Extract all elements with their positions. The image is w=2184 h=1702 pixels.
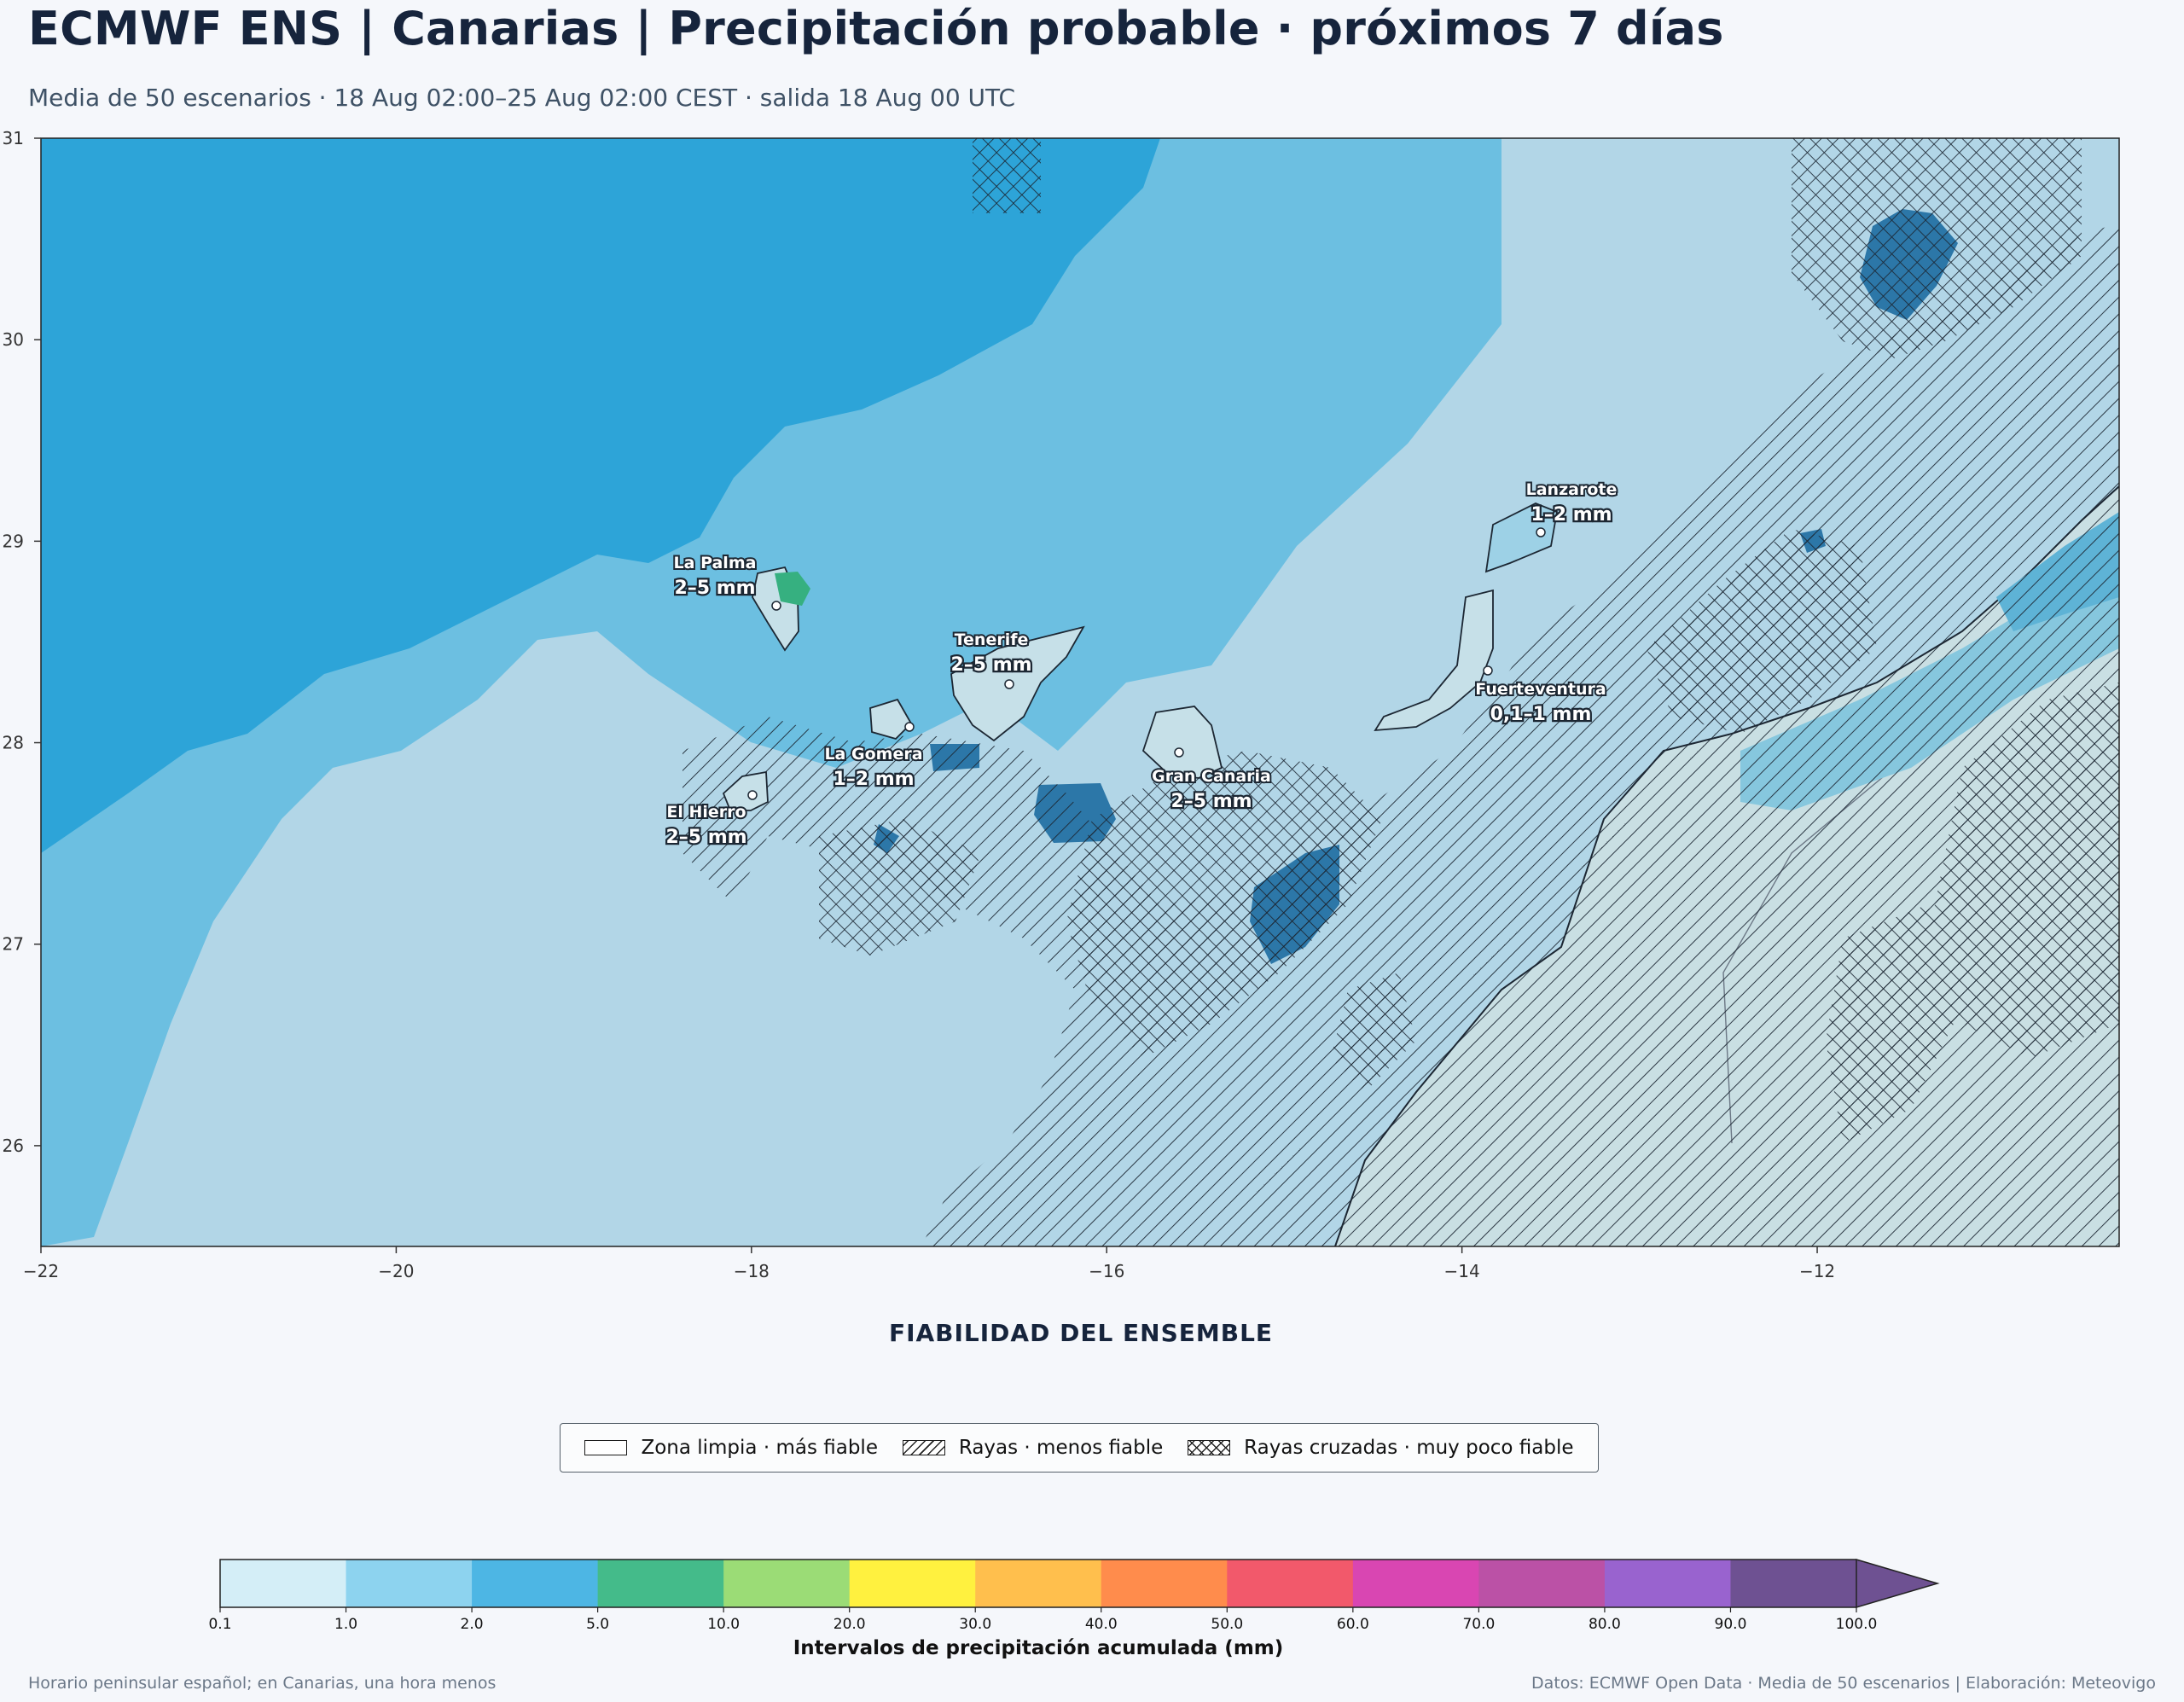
island-name-label: Tenerife: [955, 630, 1029, 649]
colorbar-segment: [1730, 1560, 1856, 1607]
colorbar-tick-label: 80.0: [1589, 1616, 1621, 1633]
colorbar-segment: [1101, 1560, 1228, 1607]
reliability-legend: Zona limpia · más fiable Rayas · menos f…: [560, 1423, 1599, 1473]
island-marker: [1174, 747, 1184, 758]
legend-label-clean: Zona limpia · más fiable: [641, 1437, 878, 1459]
map-frame: [40, 137, 2120, 1247]
lat-tick-label: 29: [3, 531, 24, 551]
island-fuerteventura: [1374, 589, 1494, 732]
colorbar-tick-label: 70.0: [1462, 1616, 1495, 1633]
hatch-swatch: [902, 1440, 945, 1455]
precipitation-map: La Palma 2–5 mm Tenerife 2–5 mm La Gomera 1–2…: [3, 128, 2120, 1281]
island-name-label: Gran Canaria: [1152, 767, 1271, 786]
lon-tick-label: −20: [378, 1261, 414, 1281]
colorbar-tick-label: 40.0: [1085, 1616, 1118, 1633]
island-labels: La Palma 2–5 mm Tenerife 2–5 mm La Gomera 1–2…: [664, 479, 1618, 850]
lat-tick-label: 28: [3, 733, 24, 753]
colorbar-segment: [1604, 1560, 1731, 1607]
island-value-label: 2–5 mm: [1170, 791, 1252, 812]
colorbar-segment: [1227, 1560, 1354, 1607]
page-title: ECMWF ENS | Canarias | Precipitación pro…: [28, 2, 1724, 55]
colorbar-tick-label: 2.0: [461, 1616, 484, 1633]
lat-tick-label: 27: [3, 934, 24, 955]
lat-tick-label: 30: [3, 329, 24, 350]
lon-tick-label: −22: [23, 1261, 59, 1281]
island-name-label: La Palma: [674, 554, 757, 572]
lon-tick-label: −18: [734, 1261, 770, 1281]
colorbar-segment: [597, 1560, 724, 1607]
colorbar-tick-label: 30.0: [959, 1616, 991, 1633]
precip-zone-high: [41, 138, 1160, 853]
island-value-label: 1–2 mm: [833, 769, 914, 790]
island-name-label: La Gomera: [824, 745, 922, 764]
colorbar-segment: [220, 1560, 347, 1607]
colorbar-label: Intervalos de precipitación acumulada (m…: [793, 1637, 1284, 1659]
legend-label-hatch: Rayas · menos fiable: [958, 1437, 1164, 1459]
colorbar-segment: [472, 1560, 599, 1607]
island-value-label: 2–5 mm: [950, 654, 1031, 676]
colorbar-tick-label: 60.0: [1337, 1616, 1369, 1633]
island-gran-canaria: [1141, 706, 1223, 779]
island-marker: [904, 722, 915, 732]
island-tenerife: [950, 625, 1085, 742]
colorbar-segment: [849, 1560, 976, 1607]
island-marker: [771, 601, 781, 611]
island-name-label: Fuerteventura: [1475, 680, 1606, 699]
island-marker: [747, 790, 758, 800]
colorbar-frame: [219, 1559, 1856, 1608]
island-lanzarote: [1484, 502, 1559, 573]
colorbar-tick-label: 90.0: [1715, 1616, 1747, 1633]
colorbar-tick-label: 5.0: [586, 1616, 609, 1633]
legend-label-crosshatch: Rayas cruzadas · muy poco fiable: [1244, 1437, 1574, 1459]
lat-tick-label: 26: [3, 1136, 24, 1156]
lon-tick-label: −16: [1089, 1261, 1124, 1281]
island-value-label: 2–5 mm: [674, 578, 755, 599]
reliability-title: FIABILIDAD DEL ENSEMBLE: [888, 1319, 1274, 1347]
colorbar-segment: [346, 1560, 473, 1607]
legend-item-crosshatch: Rayas cruzadas · muy poco fiable: [1188, 1437, 1574, 1459]
footer-credits: Datos: ECMWF Open Data · Media de 50 esc…: [1531, 1674, 2156, 1693]
hatch-less-reliable: [682, 222, 2119, 1246]
colorbar-tick-label: 20.0: [834, 1616, 866, 1633]
island-marker: [1483, 665, 1493, 676]
lon-tick-label: −14: [1444, 1261, 1480, 1281]
colorbar-segment: [723, 1560, 851, 1607]
clean-swatch: [584, 1440, 628, 1455]
island-el-hierro: [722, 770, 769, 811]
island-name-label: El Hierro: [666, 803, 746, 822]
colorbar-tick-label: 50.0: [1211, 1616, 1243, 1633]
footer-note: Horario peninsular español; en Canarias,…: [28, 1674, 497, 1693]
island-value-label: 1–2 mm: [1531, 504, 1612, 526]
colorbar-segment: [1478, 1560, 1606, 1607]
colorbar-extend-arrow: [1856, 1558, 1940, 1609]
legend-item-hatch: Rayas · menos fiable: [902, 1437, 1164, 1459]
island-marker: [1004, 679, 1014, 689]
page-subtitle: Media de 50 escenarios · 18 Aug 02:00–25…: [28, 84, 1016, 112]
colorbar-tick-label: 0.1: [208, 1616, 231, 1633]
island-value-label: 0,1–1 mm: [1490, 704, 1592, 725]
lon-tick-label: −12: [1799, 1261, 1835, 1281]
lat-tick-label: 31: [3, 128, 24, 148]
map-field: [41, 138, 2119, 1246]
colorbar-tick-label: 100.0: [1836, 1616, 1878, 1633]
island-value-label: 2–5 mm: [665, 827, 746, 848]
island-la-gomera: [869, 698, 913, 741]
colorbar-tick-label: 1.0: [334, 1616, 357, 1633]
axis-ticks: −22 −20 −18 −16 −14 −12 26 27 28 29 30 31: [3, 128, 1836, 1281]
crosshatch-very-unreliable: [819, 138, 2119, 1143]
colorbar-segment: [975, 1560, 1102, 1607]
colorbar-segment: [1352, 1560, 1479, 1607]
colorbar-tick-label: 10.0: [707, 1616, 740, 1633]
crosshatch-swatch: [1188, 1440, 1231, 1455]
island-marker: [1536, 527, 1546, 537]
island-name-label: Lanzarote: [1526, 480, 1618, 499]
legend-item-clean: Zona limpia · más fiable: [584, 1437, 878, 1459]
